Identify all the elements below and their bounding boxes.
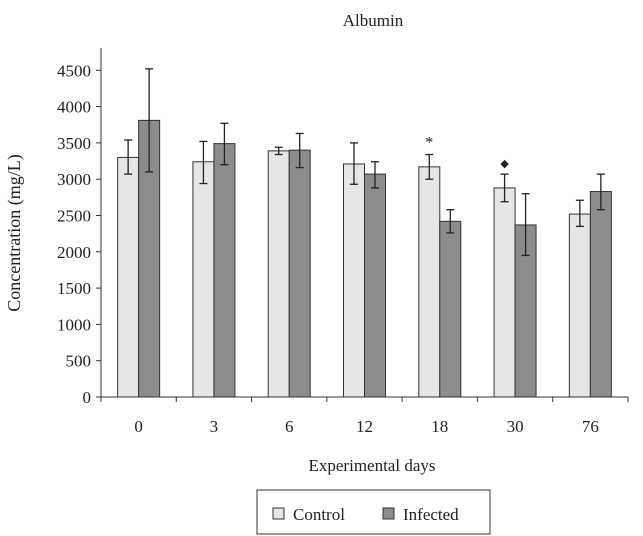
x-tick-label: 18 xyxy=(431,417,448,436)
y-tick-label: 3000 xyxy=(57,170,91,189)
y-tick-label: 500 xyxy=(66,352,92,371)
bar-infected-18 xyxy=(439,220,462,398)
y-tick-label: 3500 xyxy=(57,134,91,153)
legend-label-control: Control xyxy=(293,505,345,524)
bar-control-0 xyxy=(117,156,140,398)
bar-control-76 xyxy=(568,213,591,398)
x-tick-label: 76 xyxy=(582,417,599,436)
y-tick-label: 2000 xyxy=(57,243,91,262)
bar-control-3 xyxy=(192,161,215,398)
bar-control-30 xyxy=(493,187,516,398)
x-tick-label: 6 xyxy=(285,417,294,436)
legend-swatch-control xyxy=(272,507,285,520)
x-tick-label: 0 xyxy=(134,417,143,436)
y-tick-label: 2500 xyxy=(57,207,91,226)
chart-title: Albumin xyxy=(343,11,404,30)
significance-marker: * xyxy=(425,135,433,152)
y-tick-label: 4500 xyxy=(57,61,91,80)
significance-marker: ◆ xyxy=(500,158,509,170)
y-tick-label: 1500 xyxy=(57,279,91,298)
bar-control-12 xyxy=(343,163,365,398)
bar-infected-3 xyxy=(213,143,236,398)
bar-control-18 xyxy=(418,166,441,398)
x-axis-label: Experimental days xyxy=(309,456,436,475)
y-tick-label: 0 xyxy=(83,388,92,407)
x-tick-label: 30 xyxy=(507,417,524,436)
bar-infected-12 xyxy=(364,173,386,398)
bar-infected-6 xyxy=(288,149,311,398)
legend: Control Infected xyxy=(256,489,491,535)
legend-swatch-infected xyxy=(382,507,395,520)
y-tick-label: 4000 xyxy=(57,98,91,117)
bar-control-6 xyxy=(267,150,290,398)
legend-box xyxy=(256,489,491,535)
x-tick-label: 3 xyxy=(210,417,219,436)
plot-area: 0 500 1000 1500 2000 2500 3000 3500 4000 4500 0 3 6 1… xyxy=(57,48,629,436)
y-axis-label: Concentration (mg/L) xyxy=(4,154,25,311)
bar-infected-76 xyxy=(589,191,612,398)
x-tick-label: 12 xyxy=(356,417,373,436)
y-tick-label: 1000 xyxy=(57,315,91,334)
legend-label-infected: Infected xyxy=(403,505,459,524)
